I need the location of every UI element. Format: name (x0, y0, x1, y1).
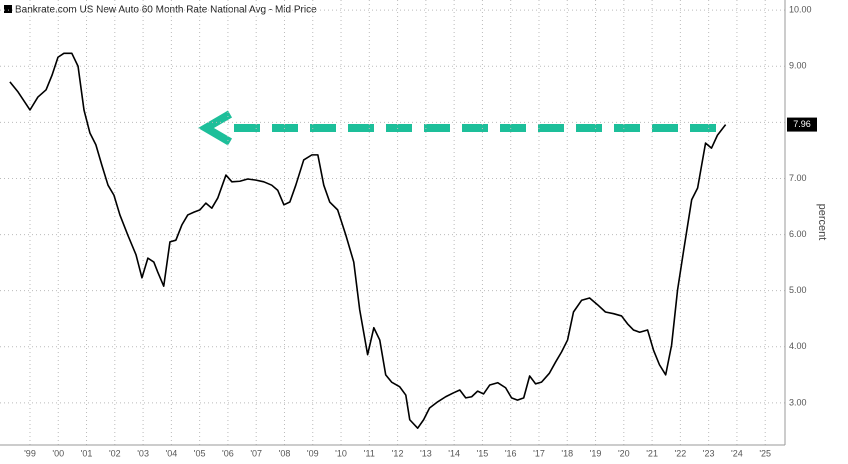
line-series (9, 52, 727, 429)
x-tick-label: '02 (109, 448, 121, 458)
x-tick-label: '03 (137, 448, 149, 458)
x-tick-label: '00 (52, 448, 64, 458)
annotation-arrow (198, 110, 716, 146)
x-tick-label: '23 (703, 448, 715, 458)
x-tick-label: '99 (24, 448, 36, 458)
x-tick-label: '24 (731, 448, 743, 458)
x-tick-label: '21 (646, 448, 658, 458)
y-axis-label: percent (816, 204, 828, 241)
y-tick-label: 3.00 (789, 397, 807, 407)
last-value-label: 7.96 (793, 119, 811, 129)
x-tick-label: '01 (81, 448, 93, 458)
x-tick-label: '06 (222, 448, 234, 458)
legend-swatch (4, 5, 12, 13)
legend-label: Bankrate.com US New Auto 60 Month Rate N… (15, 5, 317, 16)
x-tick-label: '18 (561, 448, 573, 458)
x-tick-label: '07 (250, 448, 262, 458)
x-tick-label: '13 (420, 448, 432, 458)
x-tick-label: '09 (307, 448, 319, 458)
x-tick-label: '22 (675, 448, 687, 458)
x-tick-label: '05 (194, 448, 206, 458)
x-tick-label: '20 (618, 448, 630, 458)
y-tick-label: 5.00 (789, 285, 807, 295)
x-tick-label: '11 (364, 448, 375, 458)
x-tick-label: '14 (448, 448, 460, 458)
x-tick-label: '19 (590, 448, 602, 458)
x-tick-label: '08 (279, 448, 291, 458)
y-tick-label: 10.00 (789, 4, 812, 14)
x-tick-label: '17 (533, 448, 545, 458)
x-tick-label: '12 (392, 448, 404, 458)
y-tick-label: 6.00 (789, 229, 807, 239)
x-tick-label: '25 (759, 448, 771, 458)
x-tick-label: '16 (505, 448, 517, 458)
x-tick-label: '15 (477, 448, 489, 458)
x-tick-label: '10 (335, 448, 347, 458)
y-tick-label: 4.00 (789, 341, 807, 351)
y-tick-label: 7.00 (789, 173, 807, 183)
y-tick-label: 9.00 (789, 61, 807, 71)
x-tick-label: '04 (165, 448, 177, 458)
last-value-box (787, 117, 817, 132)
